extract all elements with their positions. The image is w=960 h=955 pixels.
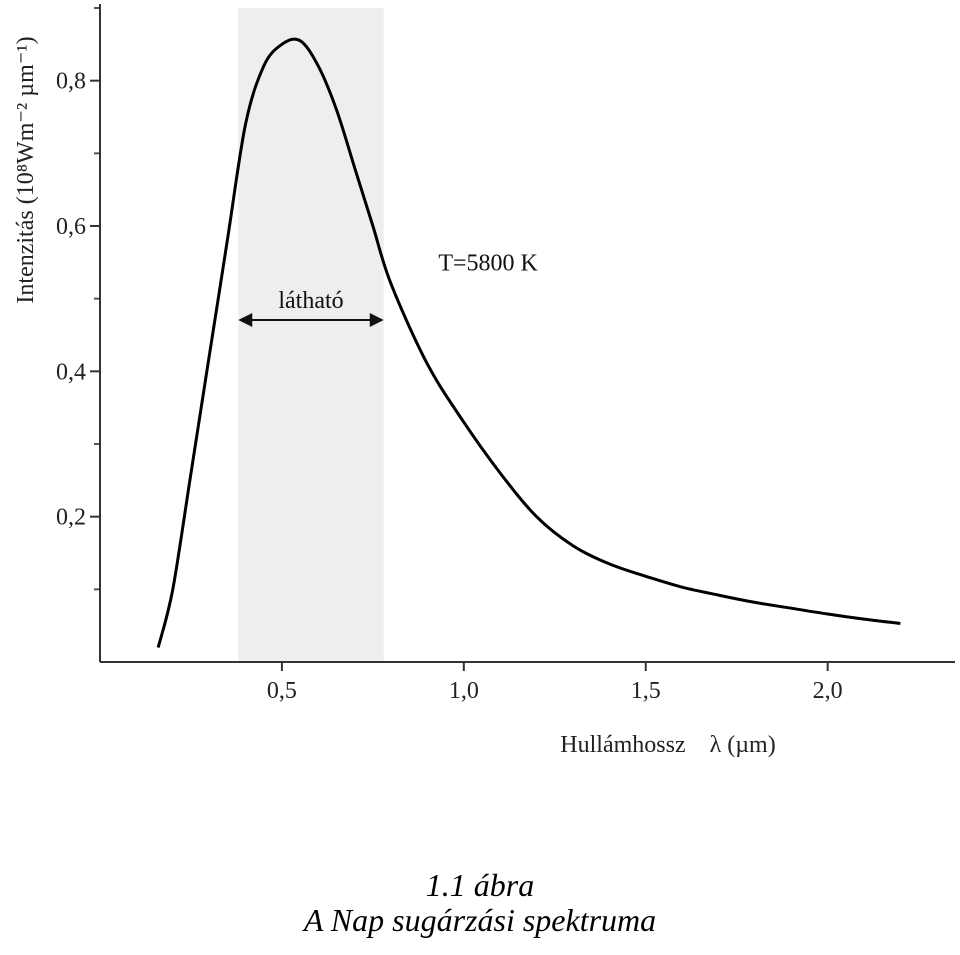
- y-tick-label-3: 0,8: [56, 69, 86, 95]
- arrow-head-right: [369, 313, 384, 327]
- y-tick-label-2: 0,6: [56, 214, 86, 240]
- x-axis-ticks: 0,5 1,0 1,5 2,0: [267, 662, 843, 704]
- figure-number: 1.1 ábra: [425, 867, 535, 903]
- series-line: [156, 37, 901, 648]
- visible-band-label: látható: [278, 288, 343, 314]
- y-axis-ticks: 0,2 0,4 0,6 0,8: [56, 7, 100, 591]
- visible-band: [238, 8, 384, 662]
- y-tick-label-0: 0,2: [56, 505, 86, 531]
- x-tick-label-3: 2,0: [813, 678, 843, 704]
- temperature-annotation: T=5800 K: [438, 250, 538, 276]
- y-axis-title: Intenzitás (10⁸Wm⁻² µm⁻¹): [13, 36, 39, 303]
- figure-caption: A Nap sugárzási spektruma: [303, 902, 657, 938]
- arrow-head-left: [238, 313, 253, 327]
- visible-range-arrow: [238, 313, 384, 327]
- x-tick-label-0: 0,5: [267, 678, 297, 704]
- x-axis-title: Hullámhossz λ (µm): [560, 732, 775, 758]
- x-tick-label-2: 1,5: [631, 678, 661, 704]
- x-tick-label-1: 1,0: [449, 678, 479, 704]
- y-tick-label-1: 0,4: [56, 359, 86, 385]
